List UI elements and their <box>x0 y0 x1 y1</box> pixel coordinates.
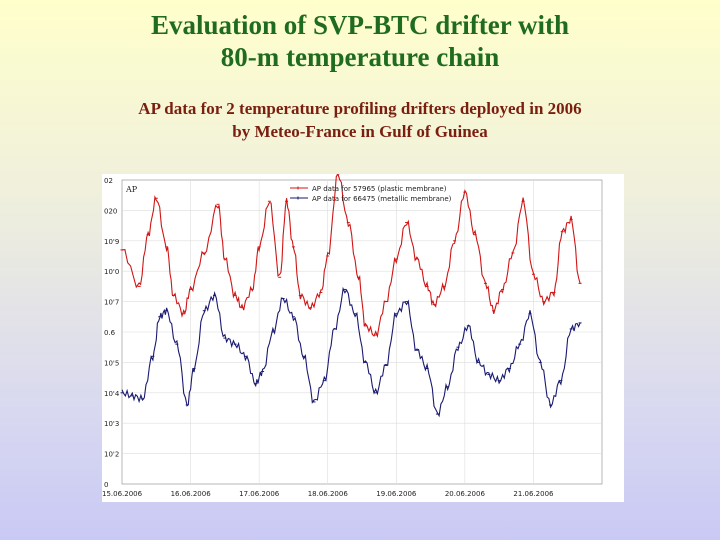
slide-title-line-2: 80-m temperature chain <box>220 42 500 72</box>
series-line-1 <box>121 174 581 339</box>
x-tick-label: 16.06.2006 <box>171 490 212 498</box>
y-tick-label: 10'0 <box>104 268 119 276</box>
y-tick-label: 0 <box>104 481 108 489</box>
x-tick-label: 15.06.2006 <box>102 490 143 498</box>
y-tick-label: 10'7 <box>104 299 119 307</box>
y-tick-label: 10'3 <box>104 420 119 428</box>
y-tick-label: 02 <box>104 177 113 185</box>
x-tick-label: 18.06.2006 <box>308 490 349 498</box>
y-tick-label: 10'4 <box>104 390 120 398</box>
chart-corner-label: AP <box>125 185 138 194</box>
pressure-chart-panel: 02 020 10'9 10'0 10'7 0.6 10'5 10'4 10'3 10'2 0 15.… <box>102 174 624 502</box>
x-tick-label: 19.06.2006 <box>376 490 417 498</box>
slide-subtitle-line-1: AP data for 2 temperature profiling drif… <box>138 99 582 118</box>
y-tick-label: 10'5 <box>104 359 119 367</box>
legend-label-2: AP data for 66475 (metallic membrane) <box>312 195 452 203</box>
slide-subtitle-line-2: by Meteo-France in Gulf of Guinea <box>232 122 488 141</box>
x-tick-label: 20.06.2006 <box>445 490 486 498</box>
pressure-chart: 02 020 10'9 10'0 10'7 0.6 10'5 10'4 10'3 10'2 015.… <box>102 174 603 498</box>
y-tick-label: 0.6 <box>104 329 116 337</box>
y-tick-label: 10'9 <box>104 238 119 246</box>
y-tick-label: 020 <box>104 207 117 215</box>
series-line-2 <box>121 286 581 418</box>
legend-label-1: AP data for 57965 (plastic membrane) <box>312 185 447 193</box>
y-tick-label: 10'2 <box>104 451 119 459</box>
x-tick-label: 21.06.2006 <box>513 490 554 498</box>
x-tick-label: 17.06.2006 <box>239 490 280 498</box>
slide-title-line-1: Evaluation of SVP-BTC drifter with <box>150 10 569 40</box>
